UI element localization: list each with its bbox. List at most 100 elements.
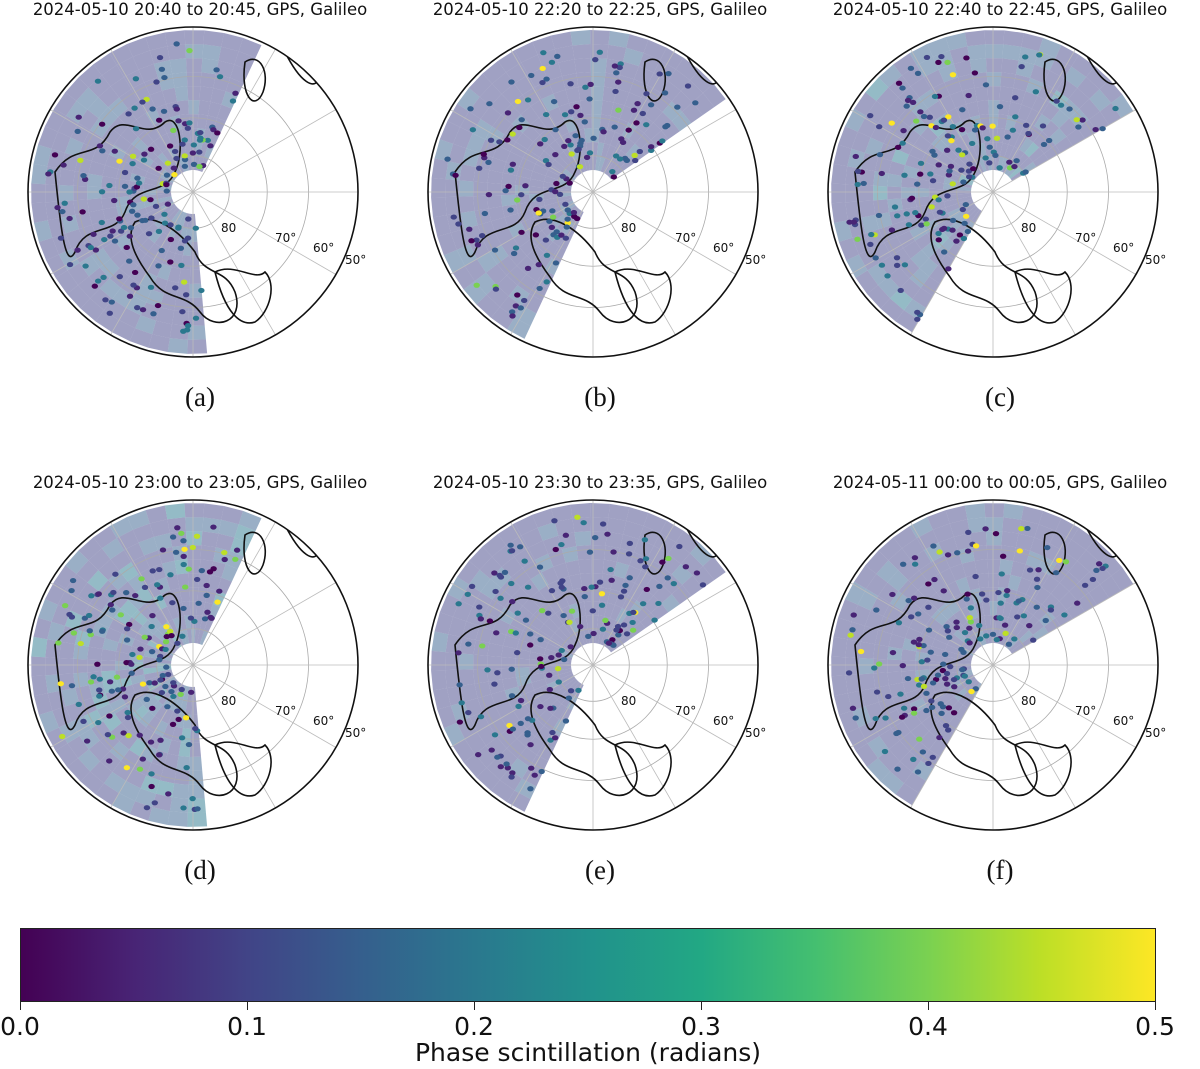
scintillation-grid-cell <box>545 170 561 181</box>
scintillation-grid-cell <box>605 145 616 160</box>
scintillation-point <box>931 576 938 583</box>
scintillation-point <box>484 667 491 673</box>
scintillation-point <box>1033 576 1041 582</box>
scintillation-point <box>554 53 561 59</box>
scintillation-grid-cell <box>51 604 71 626</box>
map-boundary <box>427 499 759 831</box>
scintillation-grid-cell <box>549 683 565 696</box>
scintillation-point <box>195 600 202 606</box>
scintillation-point <box>540 50 547 56</box>
scintillation-grid-cell <box>974 159 985 174</box>
scintillation-grid-cell <box>93 53 117 76</box>
scintillation-point <box>521 558 528 564</box>
scintillation-grid-cell <box>96 703 115 722</box>
scintillation-grid-cell <box>135 788 157 808</box>
scintillation-grid-cell <box>511 114 531 133</box>
scintillation-point <box>553 229 560 235</box>
scintillation-grid-cell <box>838 237 859 261</box>
scintillation-point <box>553 180 560 187</box>
scintillation-point <box>969 166 977 172</box>
scintillation-grid-cell <box>521 54 543 75</box>
scintillation-point <box>995 589 1002 596</box>
scintillation-point <box>123 244 130 251</box>
scintillation-grid-cell <box>969 58 987 74</box>
scintillation-grid-cell <box>157 193 172 199</box>
scintillation-grid-cell <box>833 693 853 716</box>
scintillation-grid-cell <box>555 592 570 610</box>
scintillation-point <box>55 640 62 646</box>
scintillation-point <box>616 64 623 71</box>
scintillation-point <box>565 695 573 701</box>
scintillation-grid-cell <box>87 97 109 119</box>
scintillation-point <box>54 204 61 211</box>
latitude-label: 80 <box>221 221 236 235</box>
latitude-label: 80 <box>1021 694 1036 708</box>
scintillation-point <box>126 189 133 195</box>
scintillation-grid-cell <box>167 338 188 354</box>
scintillation-grid-cell <box>177 100 189 116</box>
scintillation-point <box>163 188 170 194</box>
scintillation-grid-cell <box>507 317 531 339</box>
scintillation-point <box>549 208 556 214</box>
scintillation-grid-cell <box>489 157 507 173</box>
scintillation-point <box>568 151 575 157</box>
scintillation-grid-cell <box>159 293 177 311</box>
scintillation-grid-cell <box>529 199 545 210</box>
scintillation-point <box>59 208 66 215</box>
scintillation-point <box>494 670 501 676</box>
scintillation-grid-cell <box>103 772 126 794</box>
scintillation-grid-cell <box>552 703 567 720</box>
latitude-label: 50° <box>345 726 366 740</box>
scintillation-grid-cell <box>865 77 889 101</box>
scintillation-grid-cell <box>891 148 909 166</box>
scintillation-grid-cell <box>497 607 516 625</box>
meridian-line <box>910 664 994 809</box>
scintillation-point <box>545 610 552 616</box>
scintillation-grid-cell <box>831 675 848 696</box>
scintillation-grid-cell <box>619 631 634 645</box>
scintillation-point <box>177 691 184 697</box>
scintillation-grid-cell <box>120 126 138 144</box>
scintillation-point <box>123 765 131 771</box>
scintillation-grid-cell <box>473 181 488 197</box>
scintillation-point <box>655 600 662 607</box>
scintillation-point <box>615 107 622 113</box>
scintillation-point <box>854 168 862 174</box>
scintillation-grid-cell <box>137 130 154 147</box>
scintillation-grid-cell <box>626 507 649 526</box>
scintillation-point <box>147 146 155 152</box>
scintillation-grid-cell <box>138 711 155 728</box>
scintillation-grid-cell <box>112 793 136 815</box>
scintillation-grid-cell <box>514 547 535 568</box>
scintillation-grid-cell <box>109 697 127 714</box>
scintillation-grid-cell <box>475 625 493 643</box>
scintillation-grid-cell <box>143 671 159 681</box>
scintillation-point <box>531 772 538 778</box>
scintillation-grid-cell <box>431 158 449 180</box>
meridian-line <box>849 664 994 748</box>
scintillation-point <box>508 309 516 315</box>
scintillation-grid-cell <box>132 523 154 543</box>
scintillation-grid-cell <box>45 674 62 694</box>
scintillation-grid-cell <box>135 315 157 335</box>
scintillation-grid-cell <box>70 595 91 617</box>
scintillation-point <box>989 123 996 129</box>
scintillation-grid-cell <box>984 30 1005 45</box>
scintillation-point <box>508 774 515 780</box>
scintillation-grid-cell <box>132 50 154 70</box>
scintillation-grid-cell <box>845 674 862 694</box>
scintillation-point <box>968 140 976 147</box>
scintillation-point <box>477 714 485 720</box>
latitude-label: 50° <box>745 726 766 740</box>
scintillation-grid-cell <box>532 636 549 649</box>
scintillation-point <box>81 615 89 621</box>
scintillation-grid-cell <box>185 44 204 59</box>
scintillation-grid-cell <box>457 87 480 112</box>
scintillation-grid-cell <box>557 668 572 675</box>
scintillation-grid-cell <box>501 194 516 207</box>
scintillation-point <box>1001 622 1009 628</box>
scintillation-grid-cell <box>187 86 201 101</box>
scintillation-grid-cell <box>854 92 877 116</box>
scintillation-grid-cell <box>946 243 961 260</box>
